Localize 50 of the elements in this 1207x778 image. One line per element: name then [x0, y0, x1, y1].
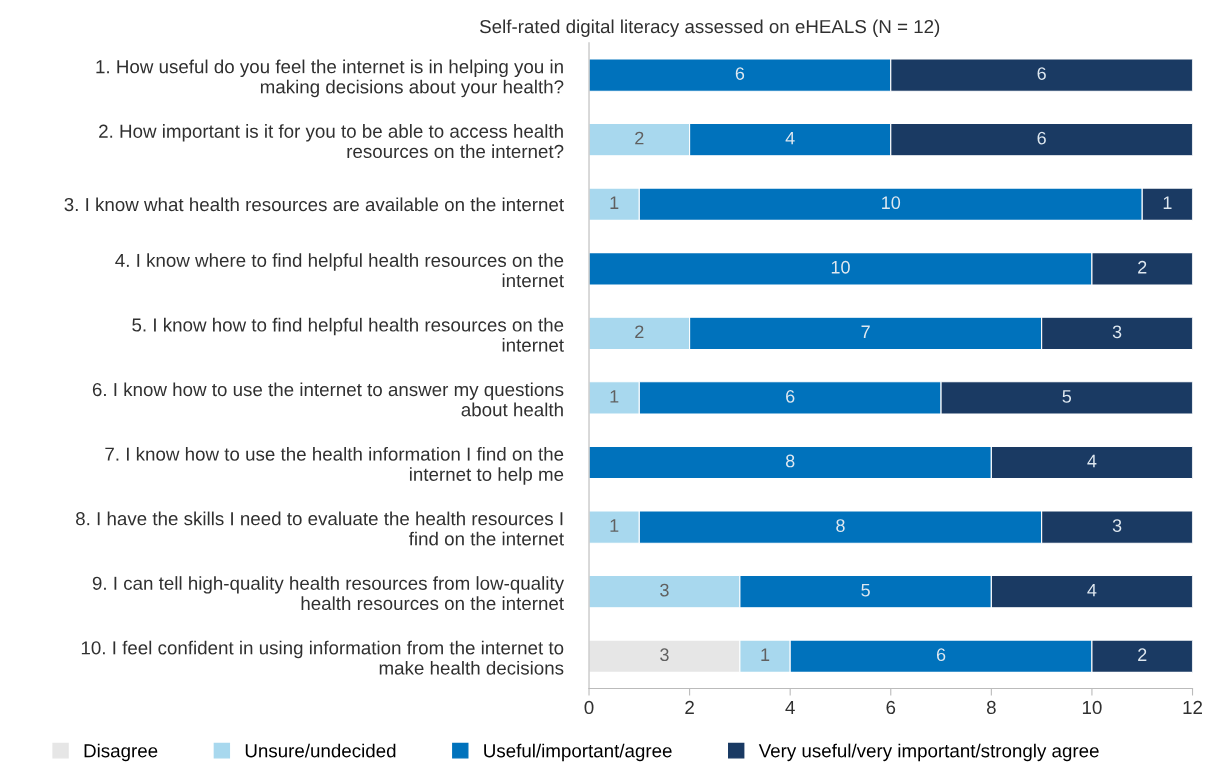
x-tick-label: 0	[584, 700, 594, 715]
data-label: 4	[785, 131, 795, 145]
y-tick-label: 7. I know how to use the health information I find on the internet to help me	[105, 446, 564, 485]
x-tick-label: 8	[986, 700, 996, 715]
data-label: 4	[1087, 583, 1097, 597]
y-tick-label: 10. I feel confident in using information from the internet to make health decisions	[81, 640, 564, 675]
data-label: 6	[735, 67, 745, 80]
y-tick-label: 5. I know how to find helpful health resources on the internet	[132, 317, 564, 352]
x-tick-label: 10	[1082, 700, 1102, 715]
data-label: 6	[936, 648, 946, 662]
y-tick-label: 2. How important is it for you to be able to access health resources on the internet?	[99, 124, 564, 159]
x-tick-label: 6	[886, 700, 896, 715]
data-label: 5	[1062, 390, 1072, 403]
y-tick-label: 9. I can tell high-quality health resources from low-quality health resources on the internet	[92, 576, 565, 611]
data-label: 3	[1112, 519, 1122, 532]
chart-title: Self-rated digital literacy assessed on eHEALS (N = 12)	[480, 19, 940, 37]
y-tick-label: 3. I know what health resources are available on the internet	[64, 197, 564, 212]
y-tick-label: 1. How useful do you feel the internet is in helping you in making decisions about your health?	[96, 59, 564, 98]
data-label: 7	[861, 325, 870, 339]
data-label: 2	[635, 325, 644, 339]
x-tick-label: 12	[1183, 700, 1202, 714]
data-label: 1	[610, 519, 619, 532]
y-tick-label: 8. I have the skills I need to evaluate the health resources I find on the internet	[76, 511, 564, 546]
legend-label: Useful/important/agree	[484, 743, 672, 762]
data-label: 2	[1138, 260, 1147, 274]
data-label: 6	[1037, 131, 1046, 145]
data-label: 6	[1037, 67, 1046, 80]
x-tick-label: 4	[785, 701, 795, 714]
y-tick-label: 4. I know where to find helpful health resources on the internet	[115, 253, 564, 288]
data-label: 3	[660, 583, 669, 597]
data-label: 3	[1112, 325, 1122, 339]
data-label: 8	[785, 454, 795, 468]
data-label: 6	[786, 390, 795, 403]
data-label: 1	[610, 196, 619, 209]
legend-label: Disagree	[84, 743, 158, 762]
data-label: 1	[1163, 196, 1172, 209]
data-label: 4	[1087, 454, 1097, 468]
legend-label: Very useful/very important/strongly agree	[758, 743, 1099, 762]
data-label: 1	[610, 390, 619, 403]
data-label: 1	[761, 648, 770, 661]
legend-label: Unsure/undecided	[245, 743, 396, 758]
x-tick-label: 2	[685, 700, 694, 714]
data-label: 10	[882, 196, 901, 210]
data-label: 3	[660, 648, 669, 662]
data-label: 5	[861, 583, 870, 597]
data-label: 2	[635, 131, 644, 145]
data-label: 10	[831, 260, 850, 274]
data-label: 2	[1138, 648, 1147, 661]
y-tick-label: 6. I know how to use the internet to answer my questions about health	[92, 382, 564, 417]
data-label: 8	[836, 519, 845, 532]
